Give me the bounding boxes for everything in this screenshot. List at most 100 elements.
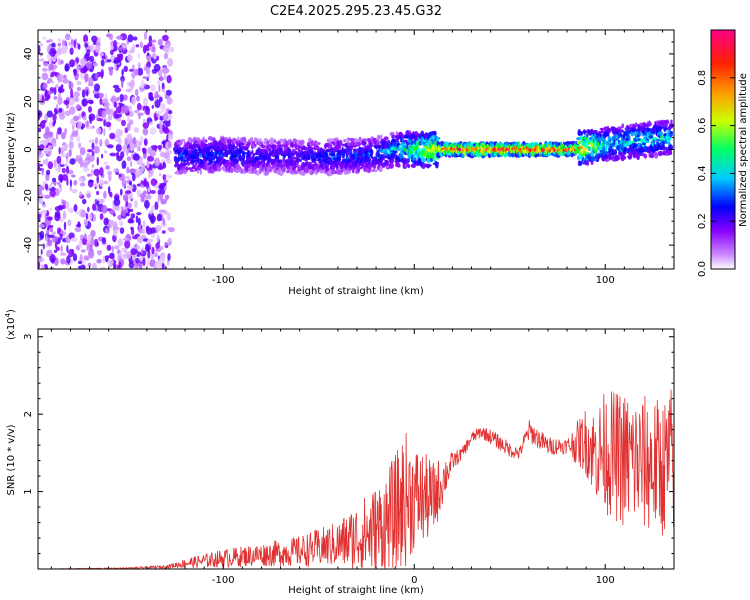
signal-cell — [281, 166, 286, 173]
noise-cell — [84, 233, 87, 240]
noise-cell — [88, 106, 92, 113]
noise-cell — [168, 133, 173, 140]
noise-cell — [45, 243, 48, 248]
noise-cell — [125, 88, 132, 93]
colorbar-tick-label: 0.2 — [697, 213, 708, 229]
noise-cell — [136, 102, 142, 111]
snr-plot-frame — [37, 328, 675, 570]
signal-cell — [250, 136, 254, 143]
snr-y-axis-label: SNR (10 * v/v) — [6, 424, 17, 495]
signal-cell — [605, 153, 608, 158]
signal-cell — [330, 147, 335, 151]
noise-cell — [96, 258, 102, 264]
signal-cell — [412, 164, 416, 168]
noise-cell — [59, 252, 67, 256]
noise-cell — [154, 112, 157, 122]
noise-cell — [74, 226, 82, 233]
x-tick-label: 100 — [596, 575, 615, 586]
noise-cell — [78, 240, 83, 249]
noise-cell — [87, 149, 93, 153]
noise-cell — [117, 249, 121, 254]
colorbar-tick-label: 0.6 — [697, 118, 708, 134]
noise-cell — [69, 47, 74, 55]
signal-cell — [302, 146, 308, 151]
noise-cell — [119, 227, 125, 235]
noise-cell — [132, 36, 138, 41]
noise-cell — [77, 221, 81, 227]
noise-cell — [64, 65, 69, 72]
noise-cell — [111, 245, 114, 253]
noise-cell — [140, 164, 145, 173]
noise-cell — [163, 53, 169, 60]
signal-cell — [421, 162, 426, 169]
noise-cell — [38, 127, 42, 133]
noise-cell — [118, 261, 122, 268]
noise-cell — [166, 97, 173, 105]
noise-cell — [167, 57, 174, 67]
noise-cell — [113, 221, 118, 231]
noise-cell — [43, 132, 50, 139]
noise-cell — [73, 96, 79, 103]
noise-cell — [127, 34, 134, 43]
signal-cell — [380, 134, 383, 140]
noise-cell — [107, 259, 114, 265]
signal-cell — [295, 161, 299, 167]
noise-cell — [53, 86, 57, 96]
noise-cell — [57, 42, 62, 47]
noise-cell — [148, 175, 151, 179]
noise-cell — [96, 175, 99, 184]
noise-cell — [74, 61, 77, 67]
noise-cell — [149, 121, 153, 125]
signal-cell — [604, 146, 608, 152]
snr-multiplier-label: (x104) — [4, 309, 17, 340]
signal-cell — [232, 144, 235, 150]
signal-cell — [311, 163, 315, 168]
noise-cell — [147, 238, 154, 243]
noise-cell — [49, 207, 53, 212]
noise-cell — [160, 103, 166, 112]
noise-cell — [134, 264, 139, 269]
colorbar-tick-label: 0.0 — [697, 261, 708, 277]
noise-cell — [118, 220, 124, 227]
noise-cell — [87, 262, 92, 268]
noise-cell — [128, 193, 133, 200]
noise-cell — [150, 178, 157, 186]
noise-cell — [53, 96, 58, 100]
noise-cell — [147, 187, 151, 193]
noise-cell — [38, 45, 41, 54]
noise-cell — [114, 245, 120, 250]
noise-cell — [96, 200, 100, 207]
noise-cell — [67, 169, 74, 175]
signal-cell — [646, 127, 652, 133]
noise-cell — [79, 191, 83, 197]
noise-cell — [104, 228, 109, 234]
signal-cell — [605, 158, 611, 162]
noise-cell — [126, 115, 131, 122]
y-tick-label: 40 — [23, 48, 34, 61]
noise-cell — [75, 154, 80, 163]
noise-cell — [117, 137, 122, 145]
signal-cell — [357, 141, 362, 147]
noise-cell — [61, 45, 68, 54]
noise-cell — [49, 47, 56, 57]
noise-cell — [165, 174, 173, 179]
noise-cell — [46, 39, 50, 43]
noise-cell — [46, 169, 51, 176]
noise-cell — [163, 66, 167, 75]
signal-cell — [308, 155, 311, 160]
noise-cell — [155, 242, 161, 249]
noise-cell — [130, 160, 133, 167]
spectrogram-y-ticks: -40 -20 0 20 40 — [23, 41, 674, 258]
noise-cell — [105, 165, 110, 170]
signal-cell — [352, 144, 357, 148]
noise-cell — [39, 144, 45, 151]
noise-cell — [42, 243, 45, 250]
noise-cell — [125, 176, 131, 180]
signal-cell — [670, 131, 673, 134]
noise-cell — [154, 99, 161, 108]
noise-cell — [99, 213, 104, 220]
noise-cell — [73, 68, 77, 77]
signal-cell — [338, 154, 342, 162]
noise-cell — [80, 249, 86, 253]
noise-cell — [169, 46, 175, 53]
